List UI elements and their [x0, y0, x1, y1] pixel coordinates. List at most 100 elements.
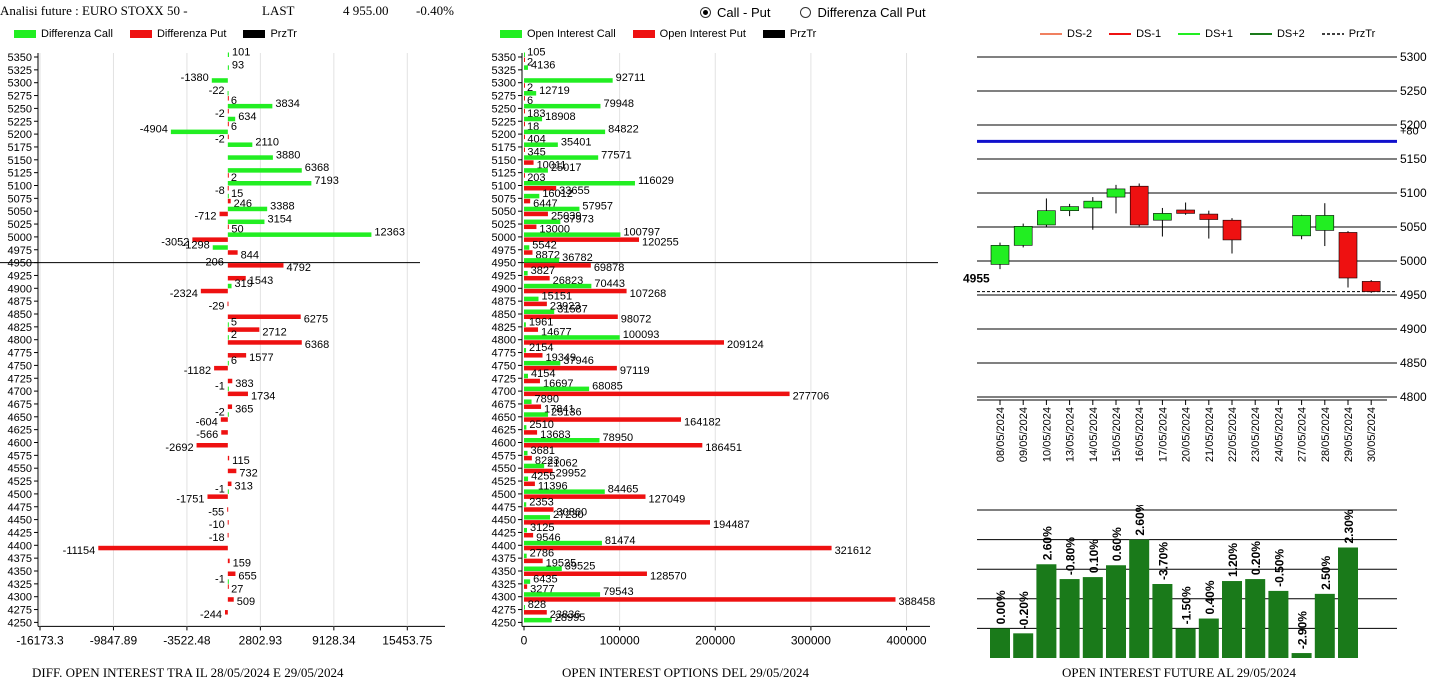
diff-put-bar — [227, 198, 231, 204]
legend-swatch — [1249, 33, 1272, 35]
radio-diff-call-put[interactable]: Differenza Call Put — [800, 5, 926, 20]
candle-up — [1106, 188, 1126, 198]
oi-call-bar — [524, 360, 561, 366]
x-tick-label: 9128.34 — [312, 633, 356, 647]
y-tick-label: 4850 — [1400, 356, 1427, 370]
y-tick-label: 4825 — [8, 322, 32, 334]
y-tick-label: 5250 — [1400, 84, 1427, 98]
oi-put-bar — [524, 314, 618, 319]
y-tick-label: 5250 — [492, 103, 516, 115]
data-label: 84822 — [608, 124, 639, 136]
y-tick-label: 5050 — [8, 206, 32, 218]
data-label: 15151 — [541, 291, 572, 303]
y-tick-label: 4550 — [492, 463, 516, 475]
candle-up — [1013, 226, 1033, 246]
y-tick-label: 4850 — [8, 309, 32, 321]
y-tick-label: 4300 — [8, 592, 32, 604]
data-label: 6 — [231, 355, 237, 367]
x-tick-label: 22/05/2024 — [1227, 407, 1239, 462]
data-label: 29952 — [556, 468, 587, 480]
y-tick-label: 5350 — [8, 52, 32, 64]
legend-label: PrzTr — [789, 28, 817, 40]
data-label: 27 — [231, 583, 243, 595]
bar-percent-label: -2.90% — [1296, 611, 1310, 649]
last-value: 4 955.00 — [343, 3, 389, 18]
change-value: -0.40% — [416, 3, 454, 18]
data-label: 159 — [233, 558, 251, 570]
y-tick-label: 5050 — [1400, 220, 1427, 234]
data-label: 23923 — [550, 301, 581, 313]
y-tick-label: 4250 — [8, 617, 32, 629]
oi-call-bar — [524, 91, 537, 96]
oi-call-bar — [524, 116, 543, 122]
data-label: -1380 — [181, 72, 209, 84]
data-label: -1 — [215, 483, 225, 495]
y-tick-label: 5150 — [8, 155, 32, 167]
data-label: 6368 — [305, 339, 329, 351]
data-label: 98072 — [621, 314, 652, 326]
legend-label: DS+1 — [1205, 28, 1233, 40]
data-label: 68085 — [592, 381, 623, 393]
data-label: 69878 — [594, 262, 625, 274]
radio-diff-call-put-label: Differenza Call Put — [817, 5, 926, 20]
y-tick-label: 4475 — [492, 502, 516, 514]
przTr-reference-label: 206 — [205, 257, 223, 269]
legend-label: Differenza Call — [41, 28, 113, 40]
x-tick-label: -9847.89 — [90, 633, 138, 647]
oi-put-bar — [524, 378, 540, 384]
data-label: -2 — [215, 108, 225, 120]
y-tick-label: 4850 — [492, 309, 516, 321]
data-label: 2 — [527, 82, 533, 94]
diff-call-bar — [211, 78, 228, 83]
candle-up — [990, 245, 1010, 265]
oi-put-bar — [524, 108, 525, 114]
x-tick-label: 14/05/2024 — [1088, 407, 1100, 462]
oi-call-bar — [524, 78, 613, 83]
y-tick-label: 5225 — [8, 116, 32, 128]
open-interest-future-bars: 0.00% -0.20% 2.60% -0.80% 0.10% 0.60% 2.60% -3.… — [977, 505, 1397, 658]
future-oi-bar — [1106, 565, 1126, 658]
diff-put-bar — [227, 96, 229, 101]
x-tick-label: 08/05/2024 — [995, 407, 1007, 462]
data-label: 6 — [231, 95, 237, 107]
y-tick-label: 4600 — [492, 438, 516, 450]
radio-call-put[interactable]: Call - Put — [700, 5, 770, 20]
oi-put-bar — [524, 301, 547, 307]
x-tick-label: 28/05/2024 — [1320, 407, 1332, 462]
future-oi-bar — [1198, 618, 1219, 658]
y-tick-label: 4950 — [1400, 288, 1427, 302]
radio-diff-call-put-dot[interactable] — [800, 7, 812, 18]
oi-put-bar — [524, 520, 710, 525]
oi-put-bar — [524, 263, 591, 268]
data-label: -10 — [209, 519, 225, 531]
data-label: 2786 — [530, 548, 554, 560]
oi-put-bar — [524, 96, 525, 101]
data-label: 70443 — [594, 278, 625, 290]
data-label: -29 — [209, 301, 225, 313]
diff-put-bar — [207, 494, 228, 499]
legend-label: DS-2 — [1067, 28, 1093, 40]
y-tick-label: 4900 — [8, 283, 32, 295]
oi-put-bar — [524, 468, 553, 474]
diff-put-bar — [227, 263, 284, 268]
oi-put-bar — [524, 237, 640, 242]
diff-put-bar — [227, 314, 301, 319]
x-tick-label: 23/05/2024 — [1250, 407, 1262, 462]
diff-put-bar — [227, 340, 302, 345]
radio-call-put-dot[interactable] — [700, 7, 711, 18]
data-label: 116029 — [638, 175, 674, 187]
diff-put-bar — [200, 288, 228, 294]
y-tick-label: 5125 — [8, 168, 32, 180]
diff-put-bar — [227, 520, 229, 525]
data-label: 81474 — [605, 535, 636, 547]
reference-line-label: +80 — [1400, 125, 1419, 137]
y-tick-label: 5175 — [492, 142, 516, 154]
oi-call-bar — [524, 258, 560, 263]
y-tick-label: 4650 — [492, 412, 516, 424]
diff-call-bar — [170, 129, 228, 135]
bar-percent-label: 2.60% — [1040, 526, 1054, 560]
data-label: 2110 — [255, 136, 279, 148]
mode-radio-group: Call - Put Differenza Call Put — [700, 5, 926, 20]
y-tick-label: 5275 — [8, 91, 32, 103]
diff-put-bar — [227, 250, 238, 255]
